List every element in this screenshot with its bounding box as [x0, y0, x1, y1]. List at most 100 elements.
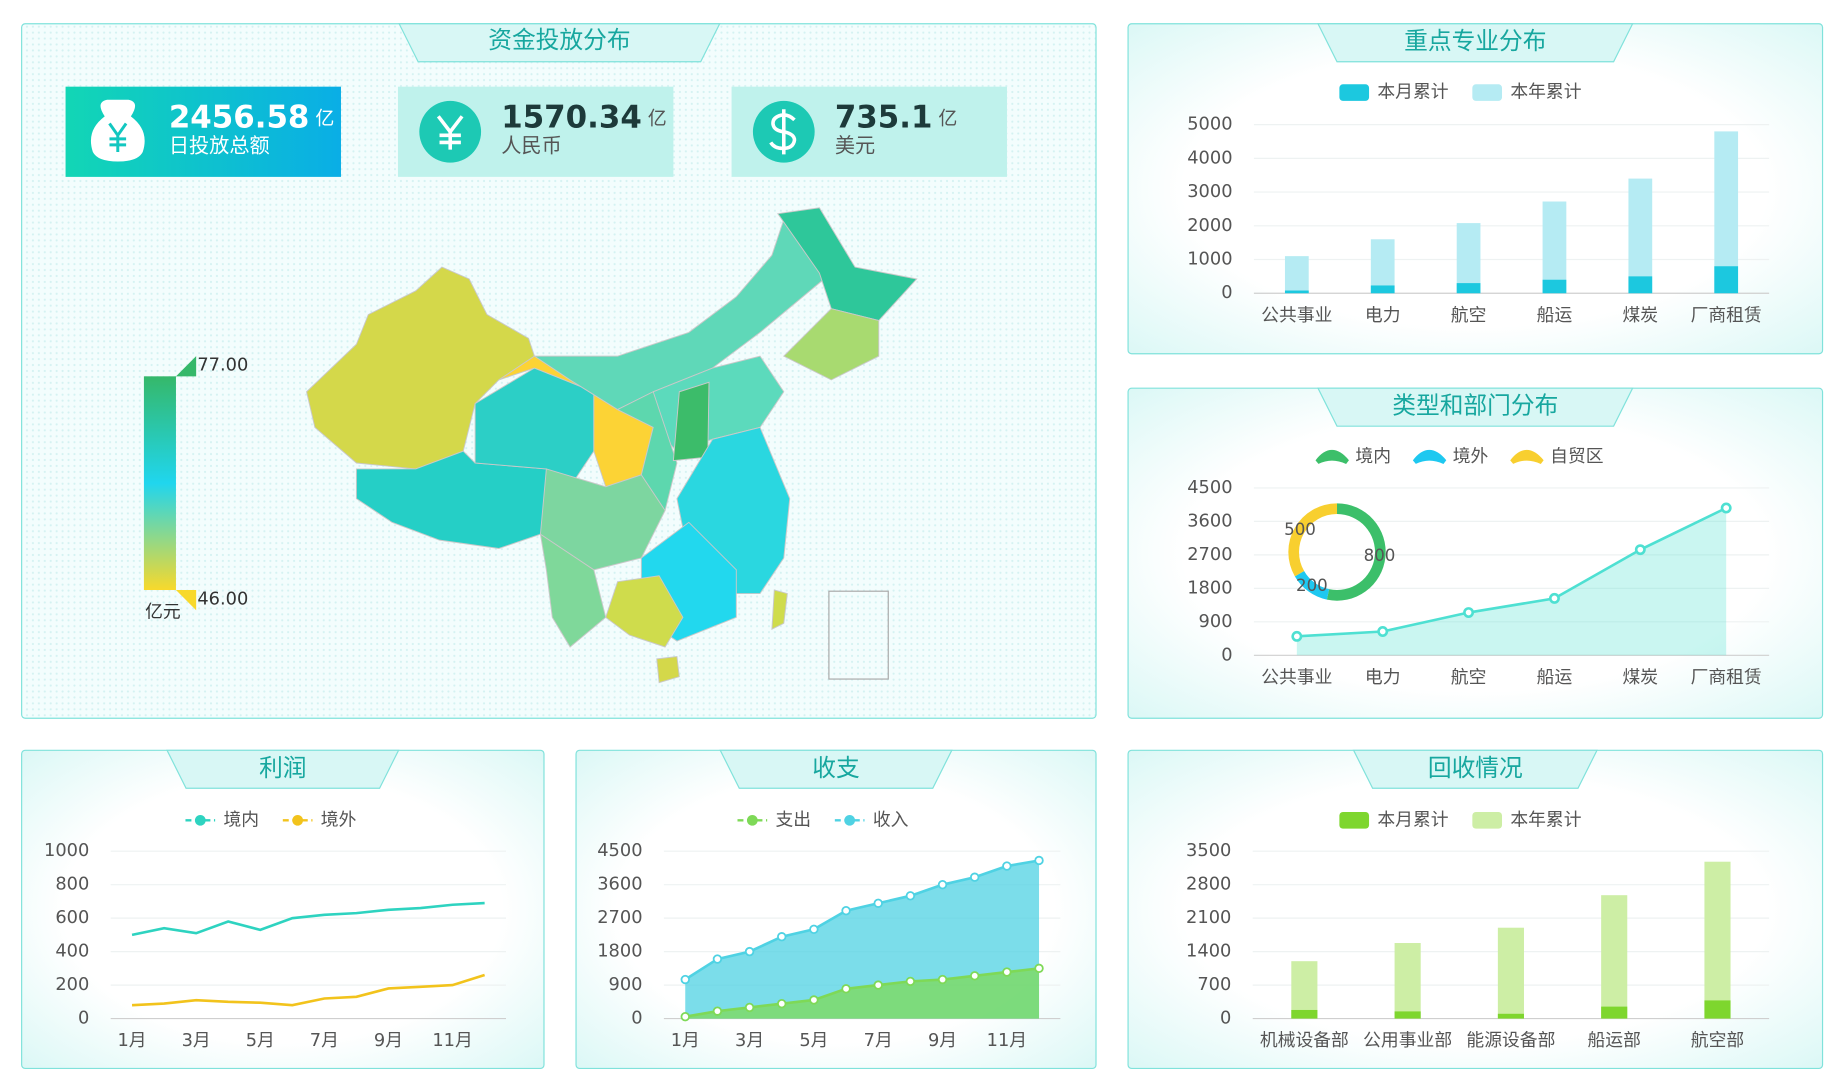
region: [777, 207, 918, 322]
stat-card: 1570.34 亿 人民币: [397, 86, 674, 177]
stat-label: 日投放总额: [169, 134, 270, 158]
title-tab: [1317, 23, 1634, 63]
point: [1034, 855, 1044, 866]
legend-label: 收入: [873, 809, 909, 830]
y-tick-label: 4000: [1187, 147, 1232, 168]
x-tick-label: 3月: [735, 1030, 764, 1051]
x-tick-label: 9月: [928, 1030, 957, 1051]
china-map: [306, 207, 918, 684]
legend-label: 本月累计: [1377, 82, 1448, 103]
bar: [1284, 256, 1309, 294]
x-tick-label: 电力: [1365, 667, 1401, 688]
visual-map-min: 46.00: [197, 589, 248, 610]
line: [131, 901, 485, 937]
point: [712, 954, 723, 964]
y-tick-label: 1000: [44, 840, 89, 861]
legend-label: 境外: [321, 809, 357, 830]
region: [539, 533, 607, 648]
bar: [1291, 1009, 1318, 1019]
legend-label: 本月累计: [1377, 809, 1448, 830]
line: [684, 859, 1040, 981]
point: [873, 980, 883, 990]
point: [744, 946, 755, 957]
x-tick-label: 煤炭: [1623, 667, 1659, 688]
point: [1002, 861, 1012, 871]
panel-title: 重点专业分布: [1404, 27, 1546, 55]
title-tab: [398, 23, 721, 63]
point: [1634, 544, 1646, 556]
stat-value: 735.1 亿: [835, 99, 958, 135]
y-tick-label: 0: [1220, 1008, 1231, 1029]
y-tick-label: 0: [78, 1008, 89, 1029]
region: [771, 589, 788, 630]
y-tick-label: 0: [1221, 644, 1232, 665]
point: [744, 1002, 755, 1013]
legend-swatch: [194, 814, 206, 826]
panel-title: 收支: [812, 754, 859, 782]
x-tick-label: 7月: [864, 1030, 893, 1051]
legend-swatch: [292, 814, 303, 826]
stat-card: 735.1 亿 美元: [731, 86, 1007, 177]
x-tick-label: 机械设备部: [1260, 1030, 1349, 1051]
visual-map-unit: 亿元: [145, 602, 181, 623]
data-label: 200: [1296, 576, 1328, 595]
x-tick-label: 厂商租赁: [1691, 305, 1762, 326]
y-tick-label: 3500: [1186, 840, 1231, 861]
y-tick-label: 4500: [597, 840, 642, 861]
bar: [1542, 279, 1567, 294]
x-tick-label: 5月: [246, 1030, 275, 1051]
x-tick-label: 船运: [1537, 305, 1573, 326]
title-tab: [1352, 749, 1598, 789]
y-tick-label: 4500: [1187, 477, 1232, 498]
legend-swatch: [1339, 812, 1370, 829]
bar: [1542, 201, 1567, 294]
title-tab: [166, 749, 400, 789]
point: [777, 932, 787, 942]
y-tick-label: 400: [55, 941, 89, 962]
legend-label: 境外: [1453, 446, 1489, 467]
title-tab: [719, 749, 953, 789]
legend-label: 境内: [1355, 446, 1391, 467]
bar: [1601, 1006, 1628, 1019]
visual-map-max: 77.00: [197, 355, 248, 376]
legend-swatch: [1412, 449, 1447, 464]
bar: [1394, 943, 1421, 1019]
legend-label: 本年累计: [1510, 809, 1581, 830]
y-tick-label: 2800: [1186, 874, 1231, 895]
bar: [1394, 1011, 1421, 1019]
title-tab: [1317, 387, 1634, 427]
stat-value: 1570.34 亿: [501, 99, 666, 135]
data-label: 500: [1284, 520, 1316, 539]
point: [873, 898, 883, 908]
pie-slice: [1326, 503, 1386, 601]
region: [656, 655, 680, 684]
point: [937, 974, 948, 985]
legend-swatch: [1472, 812, 1503, 829]
south-sea-box: [828, 590, 889, 680]
point: [841, 906, 851, 916]
x-tick-label: 公共事业: [1261, 667, 1332, 688]
bar: [1456, 283, 1481, 294]
yen-glyph: [436, 115, 464, 150]
x-tick-label: 公用事业部: [1363, 1030, 1452, 1051]
legend-swatch: [746, 814, 758, 826]
bar: [1714, 266, 1739, 294]
area: [1296, 508, 1727, 656]
x-tick-label: 船运部: [1588, 1030, 1641, 1051]
x-tick-label: 公共事业: [1261, 305, 1332, 326]
y-tick-label: 1400: [1186, 941, 1231, 962]
point: [712, 1006, 723, 1016]
point: [809, 924, 819, 934]
dollar-glyph: [769, 109, 797, 155]
pie-slice: [1294, 571, 1330, 600]
bar: [1497, 927, 1524, 1019]
gradient-bar: [143, 376, 176, 591]
legend-label: 本年累计: [1510, 82, 1581, 103]
region: [782, 308, 880, 381]
legend-swatch: [1315, 449, 1349, 464]
pie-slice: [1288, 503, 1338, 577]
legend-swatch: [1510, 449, 1544, 464]
y-tick-label: 0: [631, 1008, 642, 1029]
point: [680, 974, 690, 985]
